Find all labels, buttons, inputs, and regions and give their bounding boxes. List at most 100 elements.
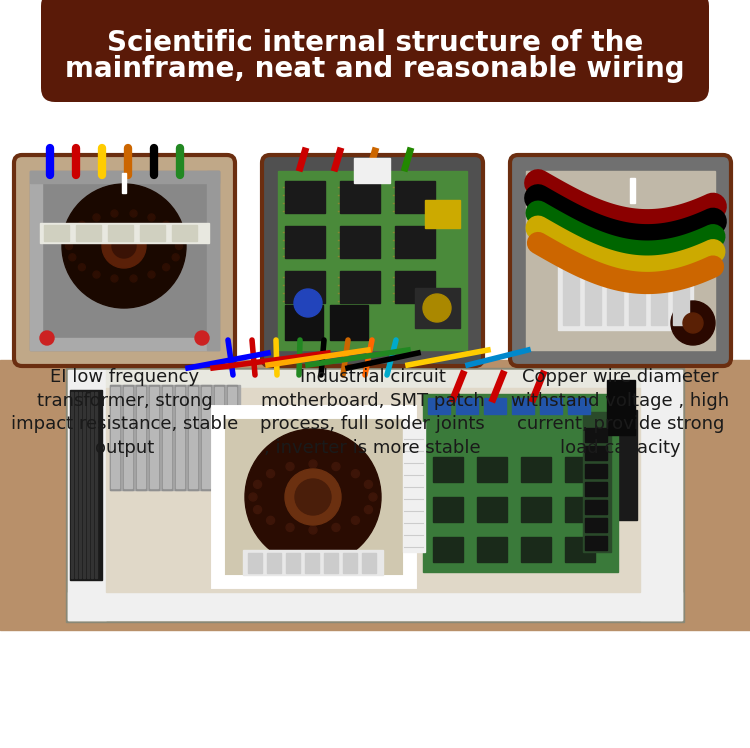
Circle shape <box>130 210 137 217</box>
Bar <box>214 385 224 490</box>
Bar <box>189 387 197 488</box>
Bar <box>403 422 425 552</box>
Bar <box>607 380 635 435</box>
Bar <box>175 385 185 490</box>
Bar <box>285 181 325 213</box>
FancyBboxPatch shape <box>41 0 709 102</box>
FancyBboxPatch shape <box>14 155 235 366</box>
Circle shape <box>364 480 373 488</box>
Bar <box>340 181 380 213</box>
FancyBboxPatch shape <box>510 155 731 366</box>
Circle shape <box>266 470 274 478</box>
Bar <box>122 173 126 193</box>
Circle shape <box>295 479 331 515</box>
Bar <box>70 390 102 580</box>
Bar <box>286 553 300 573</box>
Circle shape <box>294 289 322 317</box>
Bar <box>0 360 750 630</box>
Bar <box>227 385 237 490</box>
Bar <box>673 255 689 325</box>
Text: Scientific internal structure of the: Scientific internal structure of the <box>106 29 643 57</box>
Circle shape <box>309 526 317 534</box>
Circle shape <box>78 264 86 271</box>
Circle shape <box>163 221 170 228</box>
Bar <box>30 171 42 350</box>
Bar <box>484 398 506 414</box>
Bar <box>285 305 323 340</box>
Bar <box>565 497 595 522</box>
Bar <box>285 271 325 303</box>
Bar <box>124 387 132 488</box>
Bar <box>340 226 380 258</box>
Bar <box>540 398 562 414</box>
Bar <box>585 518 607 532</box>
Bar <box>140 225 165 241</box>
Bar <box>362 553 376 573</box>
Bar <box>585 446 607 460</box>
Bar <box>137 387 145 488</box>
Bar <box>640 370 682 620</box>
Bar <box>585 464 607 478</box>
Circle shape <box>65 242 73 250</box>
Text: EI low frequency
transformer, strong
impact resistance, stable
output: EI low frequency transformer, strong imp… <box>10 368 238 457</box>
Bar <box>354 158 390 183</box>
Bar <box>415 288 460 328</box>
Bar <box>68 592 682 620</box>
Bar <box>76 225 101 241</box>
Bar <box>106 388 640 592</box>
Bar <box>629 255 645 325</box>
Bar <box>425 200 460 228</box>
Bar <box>95 392 97 578</box>
Bar <box>521 497 551 522</box>
Circle shape <box>111 210 118 217</box>
Bar <box>305 553 319 573</box>
Bar <box>75 392 77 578</box>
Bar <box>71 392 73 578</box>
Circle shape <box>78 221 86 228</box>
Bar <box>278 171 467 350</box>
Circle shape <box>683 313 703 333</box>
Circle shape <box>423 294 451 322</box>
Circle shape <box>69 231 76 238</box>
Bar <box>558 250 693 330</box>
Bar <box>521 537 551 562</box>
Circle shape <box>332 462 340 470</box>
Circle shape <box>245 429 381 565</box>
Bar <box>218 412 410 582</box>
Bar <box>30 171 219 350</box>
Bar <box>87 392 89 578</box>
Bar <box>267 553 281 573</box>
Circle shape <box>40 331 54 345</box>
Circle shape <box>172 231 179 238</box>
Bar <box>91 392 93 578</box>
Circle shape <box>148 214 155 221</box>
Bar <box>585 482 607 496</box>
FancyBboxPatch shape <box>262 155 483 366</box>
Circle shape <box>112 234 136 258</box>
Bar <box>106 370 640 388</box>
Circle shape <box>285 469 341 525</box>
Bar <box>456 398 478 414</box>
Bar <box>248 553 262 573</box>
Bar <box>521 457 551 482</box>
Circle shape <box>163 264 170 271</box>
Circle shape <box>111 275 118 282</box>
Bar <box>68 370 682 620</box>
Circle shape <box>172 254 179 261</box>
Bar <box>110 385 240 490</box>
Circle shape <box>102 224 146 268</box>
Bar <box>243 550 383 575</box>
Circle shape <box>69 254 76 261</box>
Bar <box>630 178 635 203</box>
Bar <box>324 553 338 573</box>
Circle shape <box>148 271 155 278</box>
Bar <box>395 181 435 213</box>
Bar <box>68 370 106 620</box>
Bar <box>150 387 158 488</box>
Bar <box>149 385 159 490</box>
Bar <box>66 368 684 622</box>
Circle shape <box>254 506 262 514</box>
Bar <box>602 410 637 520</box>
Bar <box>136 385 146 490</box>
Circle shape <box>93 271 100 278</box>
